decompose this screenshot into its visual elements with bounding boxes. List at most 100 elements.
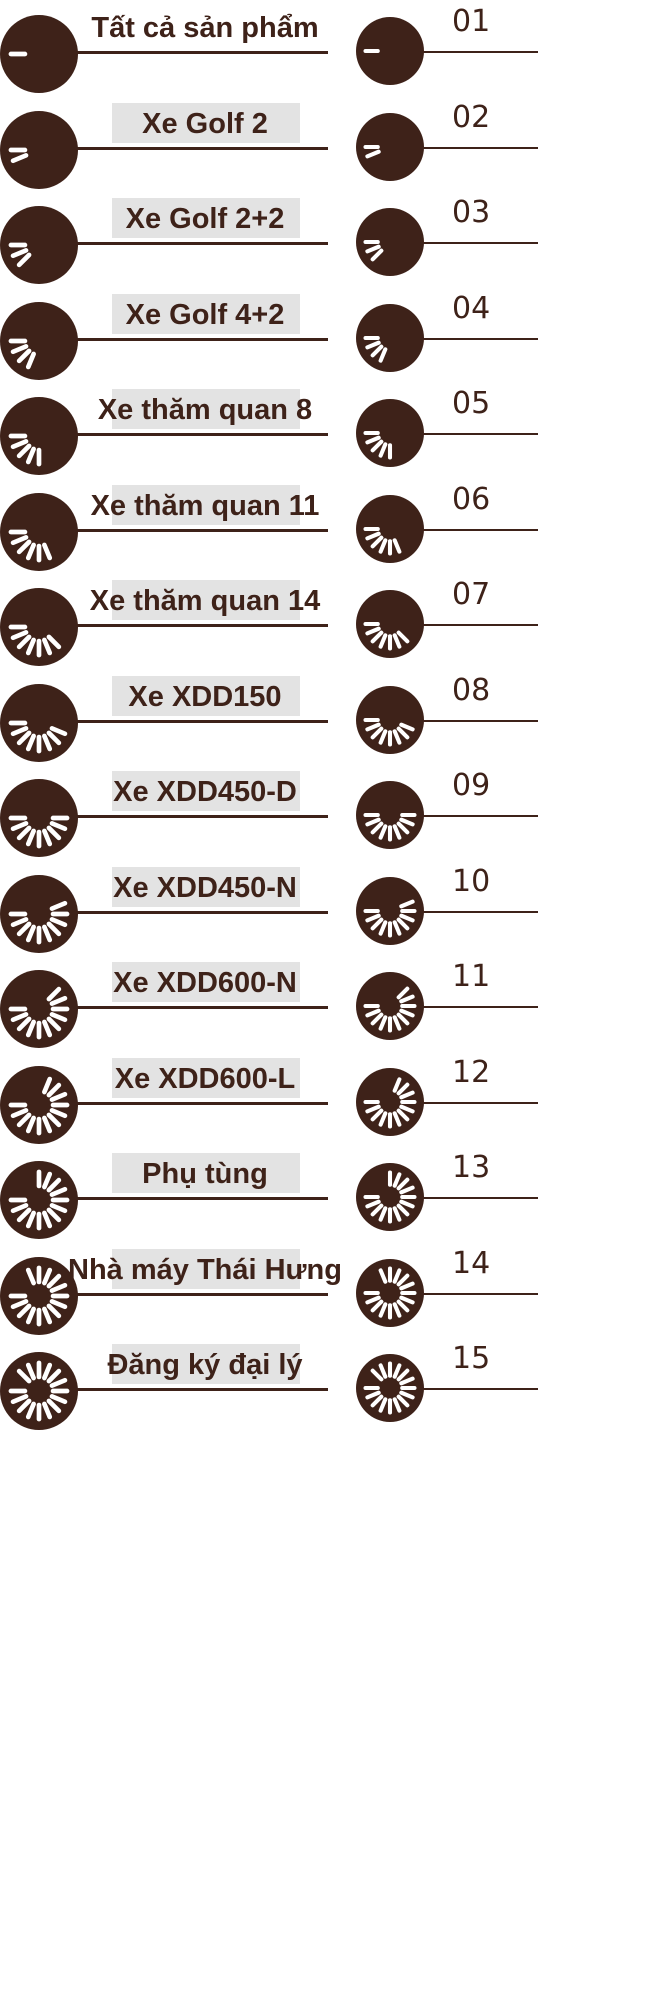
spinner-spoke xyxy=(16,443,32,459)
menu-item-link[interactable]: Tất cả sản phẩm xyxy=(0,0,330,95)
index-underline xyxy=(423,528,538,531)
spinner-spoke xyxy=(25,446,36,465)
spinner-spoke xyxy=(365,626,381,636)
menu-index-link[interactable]: 08 xyxy=(356,669,538,764)
menu-item-link[interactable]: Xe thăm quan 14 xyxy=(0,573,330,668)
loading-spinner-icon xyxy=(0,301,78,380)
spinner-spoke xyxy=(42,1076,53,1094)
menu-index-link[interactable]: 10 xyxy=(356,860,538,955)
spinner-spoke xyxy=(10,1012,29,1023)
spinner-spoke xyxy=(399,994,415,1004)
menu-item-link[interactable]: Xe XDD150 xyxy=(0,669,330,764)
spinner-spoke xyxy=(378,824,388,840)
spinner-spoke xyxy=(399,1185,415,1195)
spinner-spoke xyxy=(392,1397,402,1413)
spinner-spoke xyxy=(399,1104,415,1113)
spinner-spoke xyxy=(370,1368,384,1382)
menu-index-link[interactable]: 01 xyxy=(356,0,538,95)
spinner-spoke xyxy=(25,733,36,751)
spinner-spoke xyxy=(42,828,53,847)
spinner-spoke xyxy=(370,726,384,739)
menu-row: Xe XDD450-D 09 xyxy=(0,764,656,859)
menu-item-link[interactable]: Xe thăm quan 8 xyxy=(0,382,330,477)
menu-item-link[interactable]: Phụ tùng xyxy=(0,1146,330,1241)
menu-item-label: Xe XDD150 xyxy=(128,680,282,713)
menu-item-link[interactable]: Xe XDD450-D xyxy=(0,764,330,859)
loading-spinner-icon xyxy=(356,1067,424,1136)
label-underline xyxy=(74,719,328,723)
spinner-spoke xyxy=(365,435,381,445)
menu-item-link[interactable]: Xe Golf 2 xyxy=(0,96,330,191)
menu-index-link[interactable]: 09 xyxy=(356,764,538,859)
spinner-spoke xyxy=(399,1008,415,1018)
menu-row: Phụ tùng 13 xyxy=(0,1146,656,1241)
menu-item-label: Xe XDD450-N xyxy=(113,871,297,904)
menu-item-link[interactable]: Nhà máy Thái Hưng xyxy=(0,1242,342,1337)
menu-index-link[interactable]: 14 xyxy=(356,1242,538,1337)
index-underline xyxy=(423,910,538,913)
menu-index-link[interactable]: 03 xyxy=(356,191,538,286)
menu-index-link[interactable]: 12 xyxy=(356,1051,538,1146)
spinner-spoke xyxy=(42,1171,53,1190)
spinner-spoke xyxy=(396,1177,410,1191)
spinner-spoke xyxy=(396,1082,410,1095)
spinner-spoke xyxy=(10,1394,29,1405)
spinner-spoke xyxy=(42,1306,53,1324)
menu-item-link[interactable]: Xe XDD600-L xyxy=(0,1051,330,1146)
index-underline xyxy=(423,146,538,149)
loading-spinner-icon xyxy=(0,1161,78,1239)
loading-spinner-icon xyxy=(0,15,78,93)
spinner-spoke xyxy=(42,1362,53,1381)
spinner-spoke xyxy=(16,634,32,650)
spinner-spoke xyxy=(365,340,381,349)
loading-spinner-icon xyxy=(0,588,78,666)
spinner-spoke xyxy=(25,924,36,942)
menu-item-label: Xe XDD450-D xyxy=(113,776,297,808)
spinner-spoke xyxy=(49,900,68,911)
spinner-spoke xyxy=(399,1390,415,1400)
menu-index-number: 01 xyxy=(452,4,491,39)
spinner-spoke xyxy=(370,1299,384,1312)
menu-item-link[interactable]: Xe thăm quan 11 xyxy=(0,478,330,573)
menu-item-link[interactable]: Xe Golf 4+2 xyxy=(0,287,330,382)
loading-spinner-icon xyxy=(356,972,424,1040)
menu-index-link[interactable]: 07 xyxy=(356,573,538,668)
spinner-spoke xyxy=(396,1012,410,1026)
menu-index-link[interactable]: 05 xyxy=(356,382,538,477)
menu-item-link[interactable]: Xe XDD450-N xyxy=(0,860,330,955)
spinner-spoke xyxy=(25,828,36,847)
loading-spinner-icon xyxy=(0,779,78,857)
spinner-spoke xyxy=(365,1390,381,1400)
menu-index-link[interactable]: 02 xyxy=(356,96,538,191)
menu-row: Xe thăm quan 14 07 xyxy=(0,573,656,668)
menu-row: Xe XDD600-L 12 xyxy=(0,1051,656,1146)
spinner-spoke xyxy=(42,1267,53,1285)
menu-index-link[interactable]: 04 xyxy=(356,287,538,382)
menu-item-label: Nhà máy Thái Hưng xyxy=(68,1253,342,1286)
menu-item-link[interactable]: Đăng ký đại lý xyxy=(0,1337,330,1432)
label-underline xyxy=(74,528,328,532)
loading-spinner-icon xyxy=(356,17,424,85)
menu-item-link[interactable]: Xe XDD600-N xyxy=(0,955,330,1050)
spinner-spoke xyxy=(46,1177,62,1193)
spinner-spoke xyxy=(49,1186,68,1197)
spinner-spoke xyxy=(49,1091,68,1102)
spinner-spoke xyxy=(392,1206,402,1222)
spinner-spoke xyxy=(46,730,62,745)
spinner-spoke xyxy=(392,1015,402,1031)
menu-index-link[interactable]: 11 xyxy=(356,955,538,1050)
loading-spinner-icon xyxy=(356,781,424,849)
label-highlight xyxy=(112,293,300,334)
menu-item-link[interactable]: Xe Golf 2+2 xyxy=(0,191,330,286)
spinner-spoke xyxy=(16,1207,32,1223)
index-underline xyxy=(423,624,538,626)
spinner-spoke xyxy=(392,1172,402,1188)
label-underline xyxy=(74,1006,328,1009)
loading-spinner-icon xyxy=(0,874,78,953)
menu-index-link[interactable]: 13 xyxy=(356,1146,538,1241)
menu-index-link[interactable]: 15 xyxy=(356,1337,538,1432)
spinner-spoke xyxy=(378,1110,388,1127)
menu-index-link[interactable]: 06 xyxy=(356,478,538,573)
menu-item-label: Xe XDD600-N xyxy=(113,967,297,999)
spinner-spoke xyxy=(392,1267,402,1284)
